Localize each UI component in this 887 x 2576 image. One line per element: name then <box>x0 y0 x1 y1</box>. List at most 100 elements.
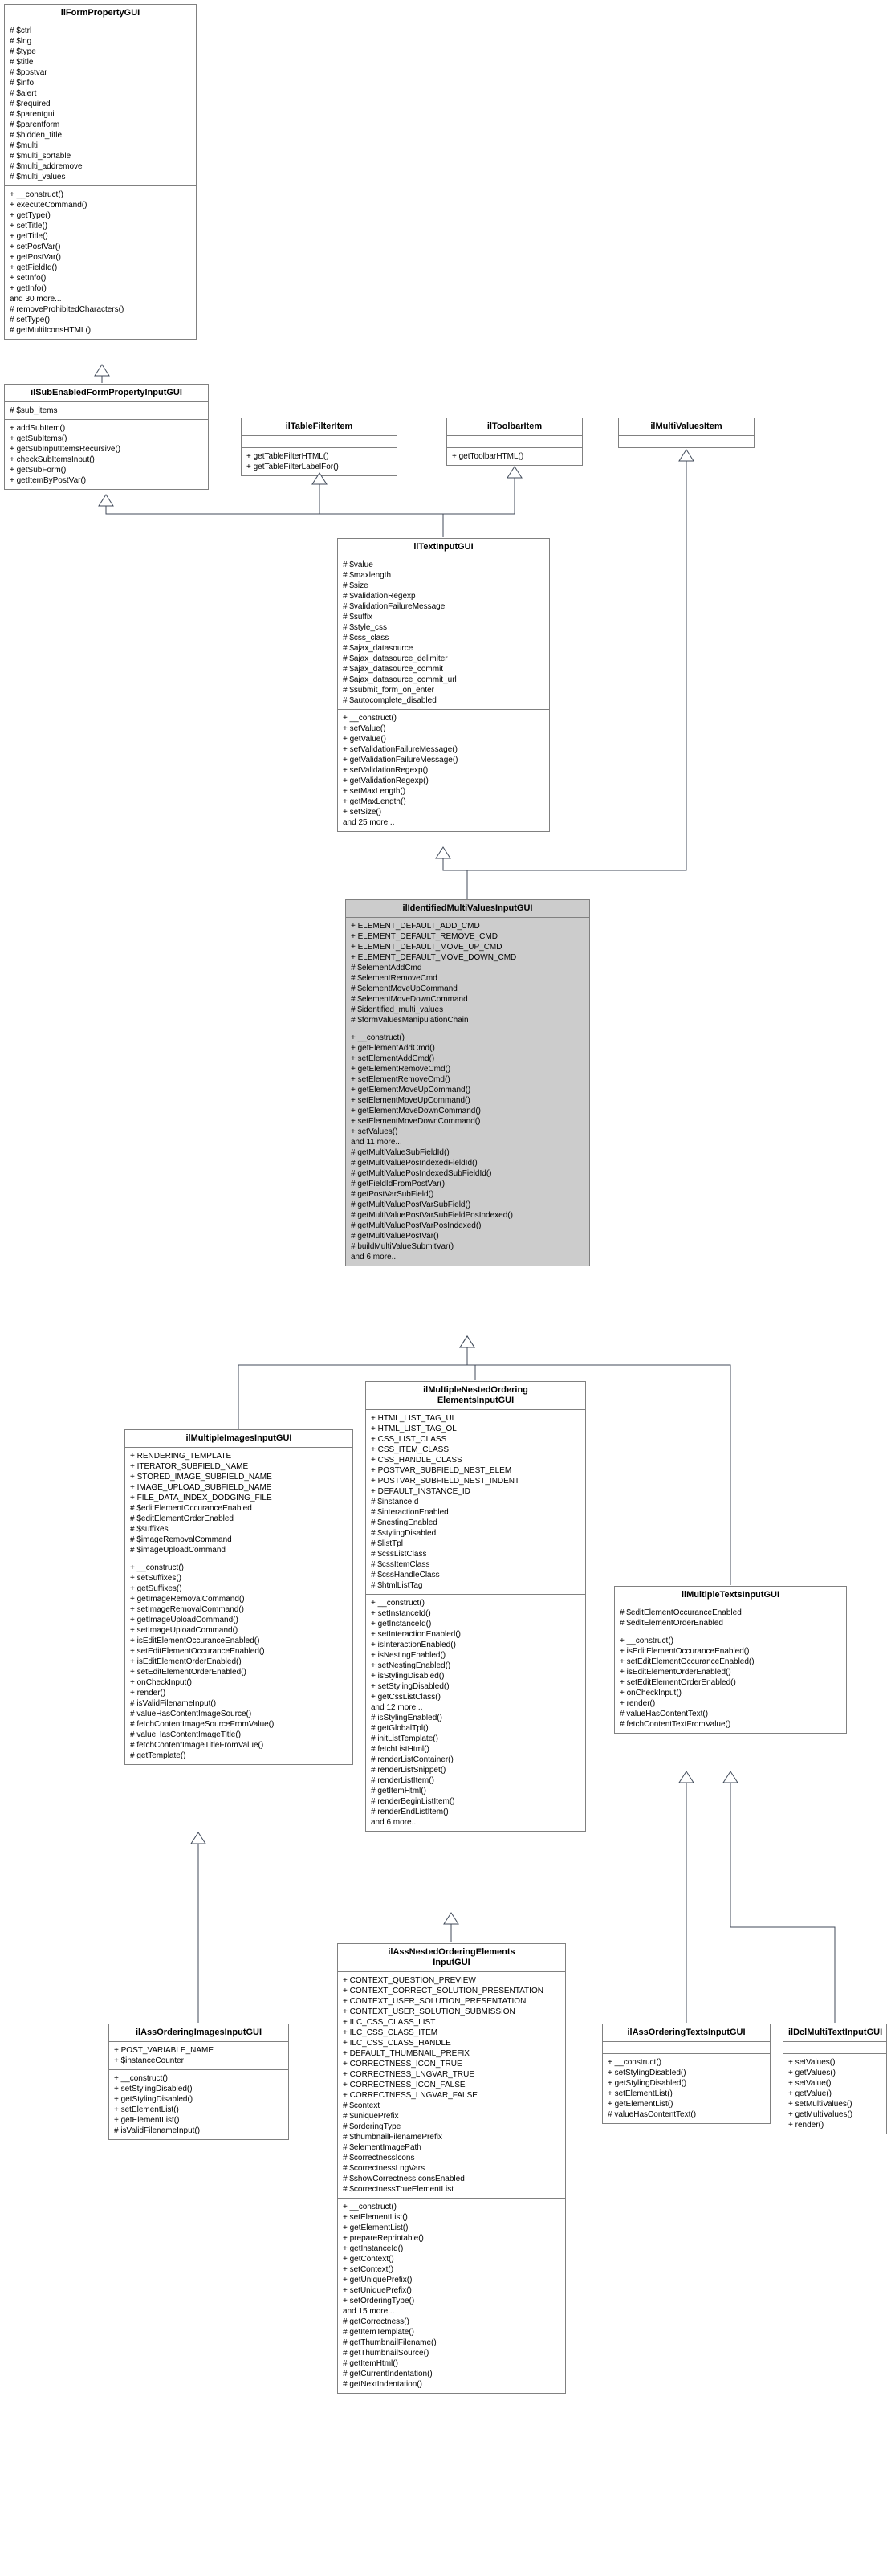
class-title: ilSubEnabledFormPropertyInputGUI <box>5 385 208 402</box>
class-title-text: ilIdentifiedMultiValuesInputGUI <box>351 903 584 914</box>
edge-arrowhead <box>460 1336 474 1347</box>
class-op: + executeCommand() <box>10 200 191 210</box>
class-attr: # $elementRemoveCmd <box>351 973 584 984</box>
class-attrs: # $editElementOccuranceEnabled# $editEle… <box>615 1604 846 1632</box>
class-attrs: + CONTEXT_QUESTION_PREVIEW+ CONTEXT_CORR… <box>338 1972 565 2199</box>
class-op: + onCheckInput() <box>620 1688 841 1698</box>
class-attr: + HTML_LIST_TAG_OL <box>371 1424 580 1434</box>
class-op: + __construct() <box>130 1563 348 1573</box>
class-op: # isValidFilenameInput() <box>114 2126 283 2136</box>
edge-arrowhead <box>679 1771 694 1783</box>
class-attr: # $imageUploadCommand <box>130 1545 348 1555</box>
class-op: + isInteractionEnabled() <box>371 1640 580 1650</box>
class-attr: # $value <box>343 560 544 570</box>
class-attr: + RENDERING_TEMPLATE <box>130 1451 348 1461</box>
class-op: + setEditElementOccuranceEnabled() <box>620 1657 841 1667</box>
class-attr: # $lng <box>10 36 191 47</box>
class-attr: + $instanceCounter <box>114 2056 283 2066</box>
edge-line <box>319 484 443 537</box>
class-op: # getMultiValuePostVarPosIndexed() <box>351 1221 584 1231</box>
edge-line <box>730 1783 835 2023</box>
class-op: + getValue() <box>343 734 544 744</box>
class-op: + getCssListClass() <box>371 1692 580 1702</box>
class-op: # renderListItem() <box>371 1775 580 1786</box>
class-op: + getToolbarHTML() <box>452 451 577 462</box>
class-op: + setPostVar() <box>10 242 191 252</box>
class-op: + setElementRemoveCmd() <box>351 1074 584 1085</box>
class-op: + getPostVar() <box>10 252 191 263</box>
class-op: + getTableFilterHTML() <box>246 451 392 462</box>
class-ilAssOrderingImagesInputGUI: ilAssOrderingImagesInputGUI+ POST_VARIAB… <box>108 2024 289 2140</box>
class-ops: + __construct()+ setSuffixes()+ getSuffi… <box>125 1559 352 1764</box>
edge-arrowhead <box>99 495 113 506</box>
class-op: + setImageUploadCommand() <box>130 1625 348 1636</box>
class-op: + render() <box>788 2120 881 2130</box>
class-op: + __construct() <box>620 1636 841 1646</box>
class-attr: + ILC_CSS_CLASS_LIST <box>343 2017 560 2028</box>
edge-line <box>467 1347 475 1380</box>
class-op: # getItemHtml() <box>371 1786 580 1796</box>
class-op: # renderListSnippet() <box>371 1765 580 1775</box>
class-attr: + POSTVAR_SUBFIELD_NEST_INDENT <box>371 1476 580 1486</box>
class-attrs: + POST_VARIABLE_NAME+ $instanceCounter <box>109 2042 288 2070</box>
class-attr: # $elementMoveUpCommand <box>351 984 584 994</box>
class-op: + setInteractionEnabled() <box>371 1629 580 1640</box>
class-op: + render() <box>620 1698 841 1709</box>
class-op: + getTableFilterLabelFor() <box>246 462 392 472</box>
class-attrs: + RENDERING_TEMPLATE+ ITERATOR_SUBFIELD_… <box>125 1448 352 1559</box>
class-op: # isStylingEnabled() <box>371 1713 580 1723</box>
class-attr: # $alert <box>10 88 191 99</box>
class-attr: # $hidden_title <box>10 130 191 141</box>
class-op: + setEditElementOrderEnabled() <box>130 1667 348 1677</box>
class-attr: # $elementImagePath <box>343 2142 560 2153</box>
class-op: # valueHasContentImageSource() <box>130 1709 348 1719</box>
class-title-text: InputGUI <box>343 1958 560 1968</box>
class-op: + isEditElementOrderEnabled() <box>130 1657 348 1667</box>
class-attr: + CSS_HANDLE_CLASS <box>371 1455 580 1465</box>
class-op: # valueHasContentImageTitle() <box>130 1730 348 1740</box>
class-op: + setStylingDisabled() <box>114 2084 283 2094</box>
class-op: # fetchContentImageSourceFromValue() <box>130 1719 348 1730</box>
class-attr: + DEFAULT_INSTANCE_ID <box>371 1486 580 1497</box>
class-ilSubEnabledFormPropertyInputGUI: ilSubEnabledFormPropertyInputGUI# $sub_i… <box>4 384 209 490</box>
class-attr: # $thumbnailFilenamePrefix <box>343 2132 560 2142</box>
class-attr: + POST_VARIABLE_NAME <box>114 2045 283 2056</box>
class-op: # getThumbnailFilename() <box>343 2338 560 2348</box>
edge-arrowhead <box>191 1832 205 1844</box>
class-op: # fetchContentTextFromValue() <box>620 1719 841 1730</box>
class-op: + setValidationFailureMessage() <box>343 744 544 755</box>
class-ops: + __construct()+ setInstanceId()+ getIns… <box>366 1595 585 1831</box>
class-attr: # $ajax_datasource_commit_url <box>343 675 544 685</box>
class-attr: # $stylingDisabled <box>371 1528 580 1539</box>
class-op: + onCheckInput() <box>130 1677 348 1688</box>
class-attr: + CSS_LIST_CLASS <box>371 1434 580 1445</box>
class-ilTableFilterItem: ilTableFilterItem+ getTableFilterHTML()+… <box>241 418 397 476</box>
class-attr: # $suffixes <box>130 1524 348 1535</box>
edge-arrowhead <box>507 467 522 478</box>
class-title: ilMultipleImagesInputGUI <box>125 1430 352 1448</box>
class-op: + __construct() <box>371 1598 580 1608</box>
class-attr: + HTML_LIST_TAG_UL <box>371 1413 580 1424</box>
class-attr: # $validationRegexp <box>343 591 544 601</box>
class-op: + setElementList() <box>608 2089 765 2099</box>
class-attr: # $ajax_datasource_commit <box>343 664 544 675</box>
class-attr: # $context <box>343 2101 560 2111</box>
class-title: ilAssNestedOrderingElementsInputGUI <box>338 1944 565 1972</box>
class-op: + setSize() <box>343 807 544 817</box>
class-title-text: ElementsInputGUI <box>371 1396 580 1406</box>
class-attr: # $elementAddCmd <box>351 963 584 973</box>
class-op: + setStylingDisabled() <box>371 1681 580 1692</box>
class-op: # getMultiValueSubFieldId() <box>351 1147 584 1158</box>
class-ilAssNestedOrderingElementsInputGUI: ilAssNestedOrderingElementsInputGUI+ CON… <box>337 1943 566 2394</box>
class-attr: + CONTEXT_USER_SOLUTION_SUBMISSION <box>343 2007 560 2017</box>
class-op: + getType() <box>10 210 191 221</box>
class-op: + setMultiValues() <box>788 2099 881 2109</box>
class-attrs: # $sub_items <box>5 402 208 420</box>
class-ops: + __construct()+ setStylingDisabled()+ g… <box>603 2054 770 2123</box>
class-attr: + FILE_DATA_INDEX_DODGING_FILE <box>130 1493 348 1503</box>
class-attr: + CONTEXT_QUESTION_PREVIEW <box>343 1975 560 1986</box>
class-ops: + __construct()+ setElementList()+ getEl… <box>338 2199 565 2393</box>
class-title-text: ilTextInputGUI <box>343 542 544 552</box>
edge-arrowhead <box>723 1771 738 1783</box>
class-title-text: ilAssOrderingTextsInputGUI <box>608 2028 765 2038</box>
